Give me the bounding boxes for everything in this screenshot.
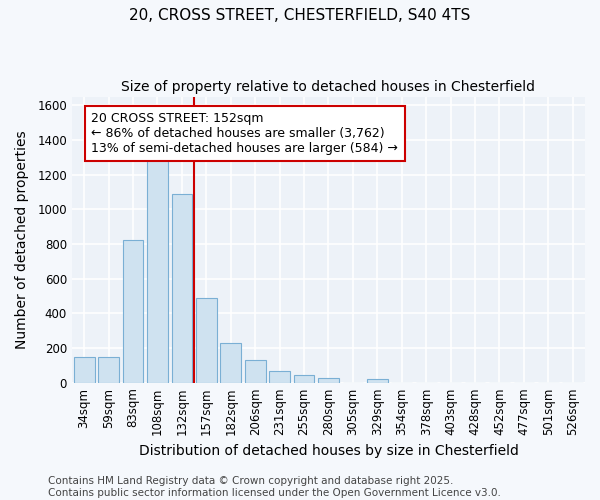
Bar [245,360,266,382]
Bar [367,379,388,382]
Bar [98,356,119,382]
Text: Contains HM Land Registry data © Crown copyright and database right 2025.
Contai: Contains HM Land Registry data © Crown c… [48,476,501,498]
Bar [172,194,192,382]
X-axis label: Distribution of detached houses by size in Chesterfield: Distribution of detached houses by size … [139,444,518,458]
Y-axis label: Number of detached properties: Number of detached properties [15,130,29,349]
Title: Size of property relative to detached houses in Chesterfield: Size of property relative to detached ho… [121,80,535,94]
Bar [196,298,217,382]
Bar [293,375,314,382]
Bar [74,356,95,382]
Text: 20, CROSS STREET, CHESTERFIELD, S40 4TS: 20, CROSS STREET, CHESTERFIELD, S40 4TS [130,8,470,22]
Text: 20 CROSS STREET: 152sqm
← 86% of detached houses are smaller (3,762)
13% of semi: 20 CROSS STREET: 152sqm ← 86% of detache… [91,112,398,155]
Bar [147,157,168,382]
Bar [220,343,241,382]
Bar [318,378,339,382]
Bar [269,370,290,382]
Bar [122,240,143,382]
